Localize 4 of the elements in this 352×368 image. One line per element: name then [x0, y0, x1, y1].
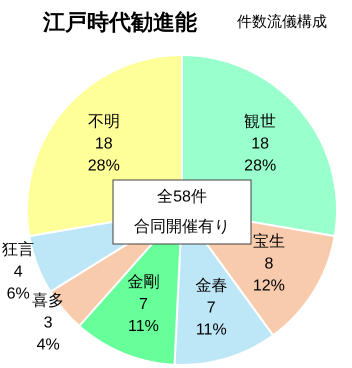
chart-subtitle: 件数流儀構成 [237, 14, 327, 30]
text: 全58件 [157, 188, 207, 206]
chart-title: 江戸時代勧進能 [42, 10, 197, 34]
text: 合同開催有り [134, 218, 230, 236]
